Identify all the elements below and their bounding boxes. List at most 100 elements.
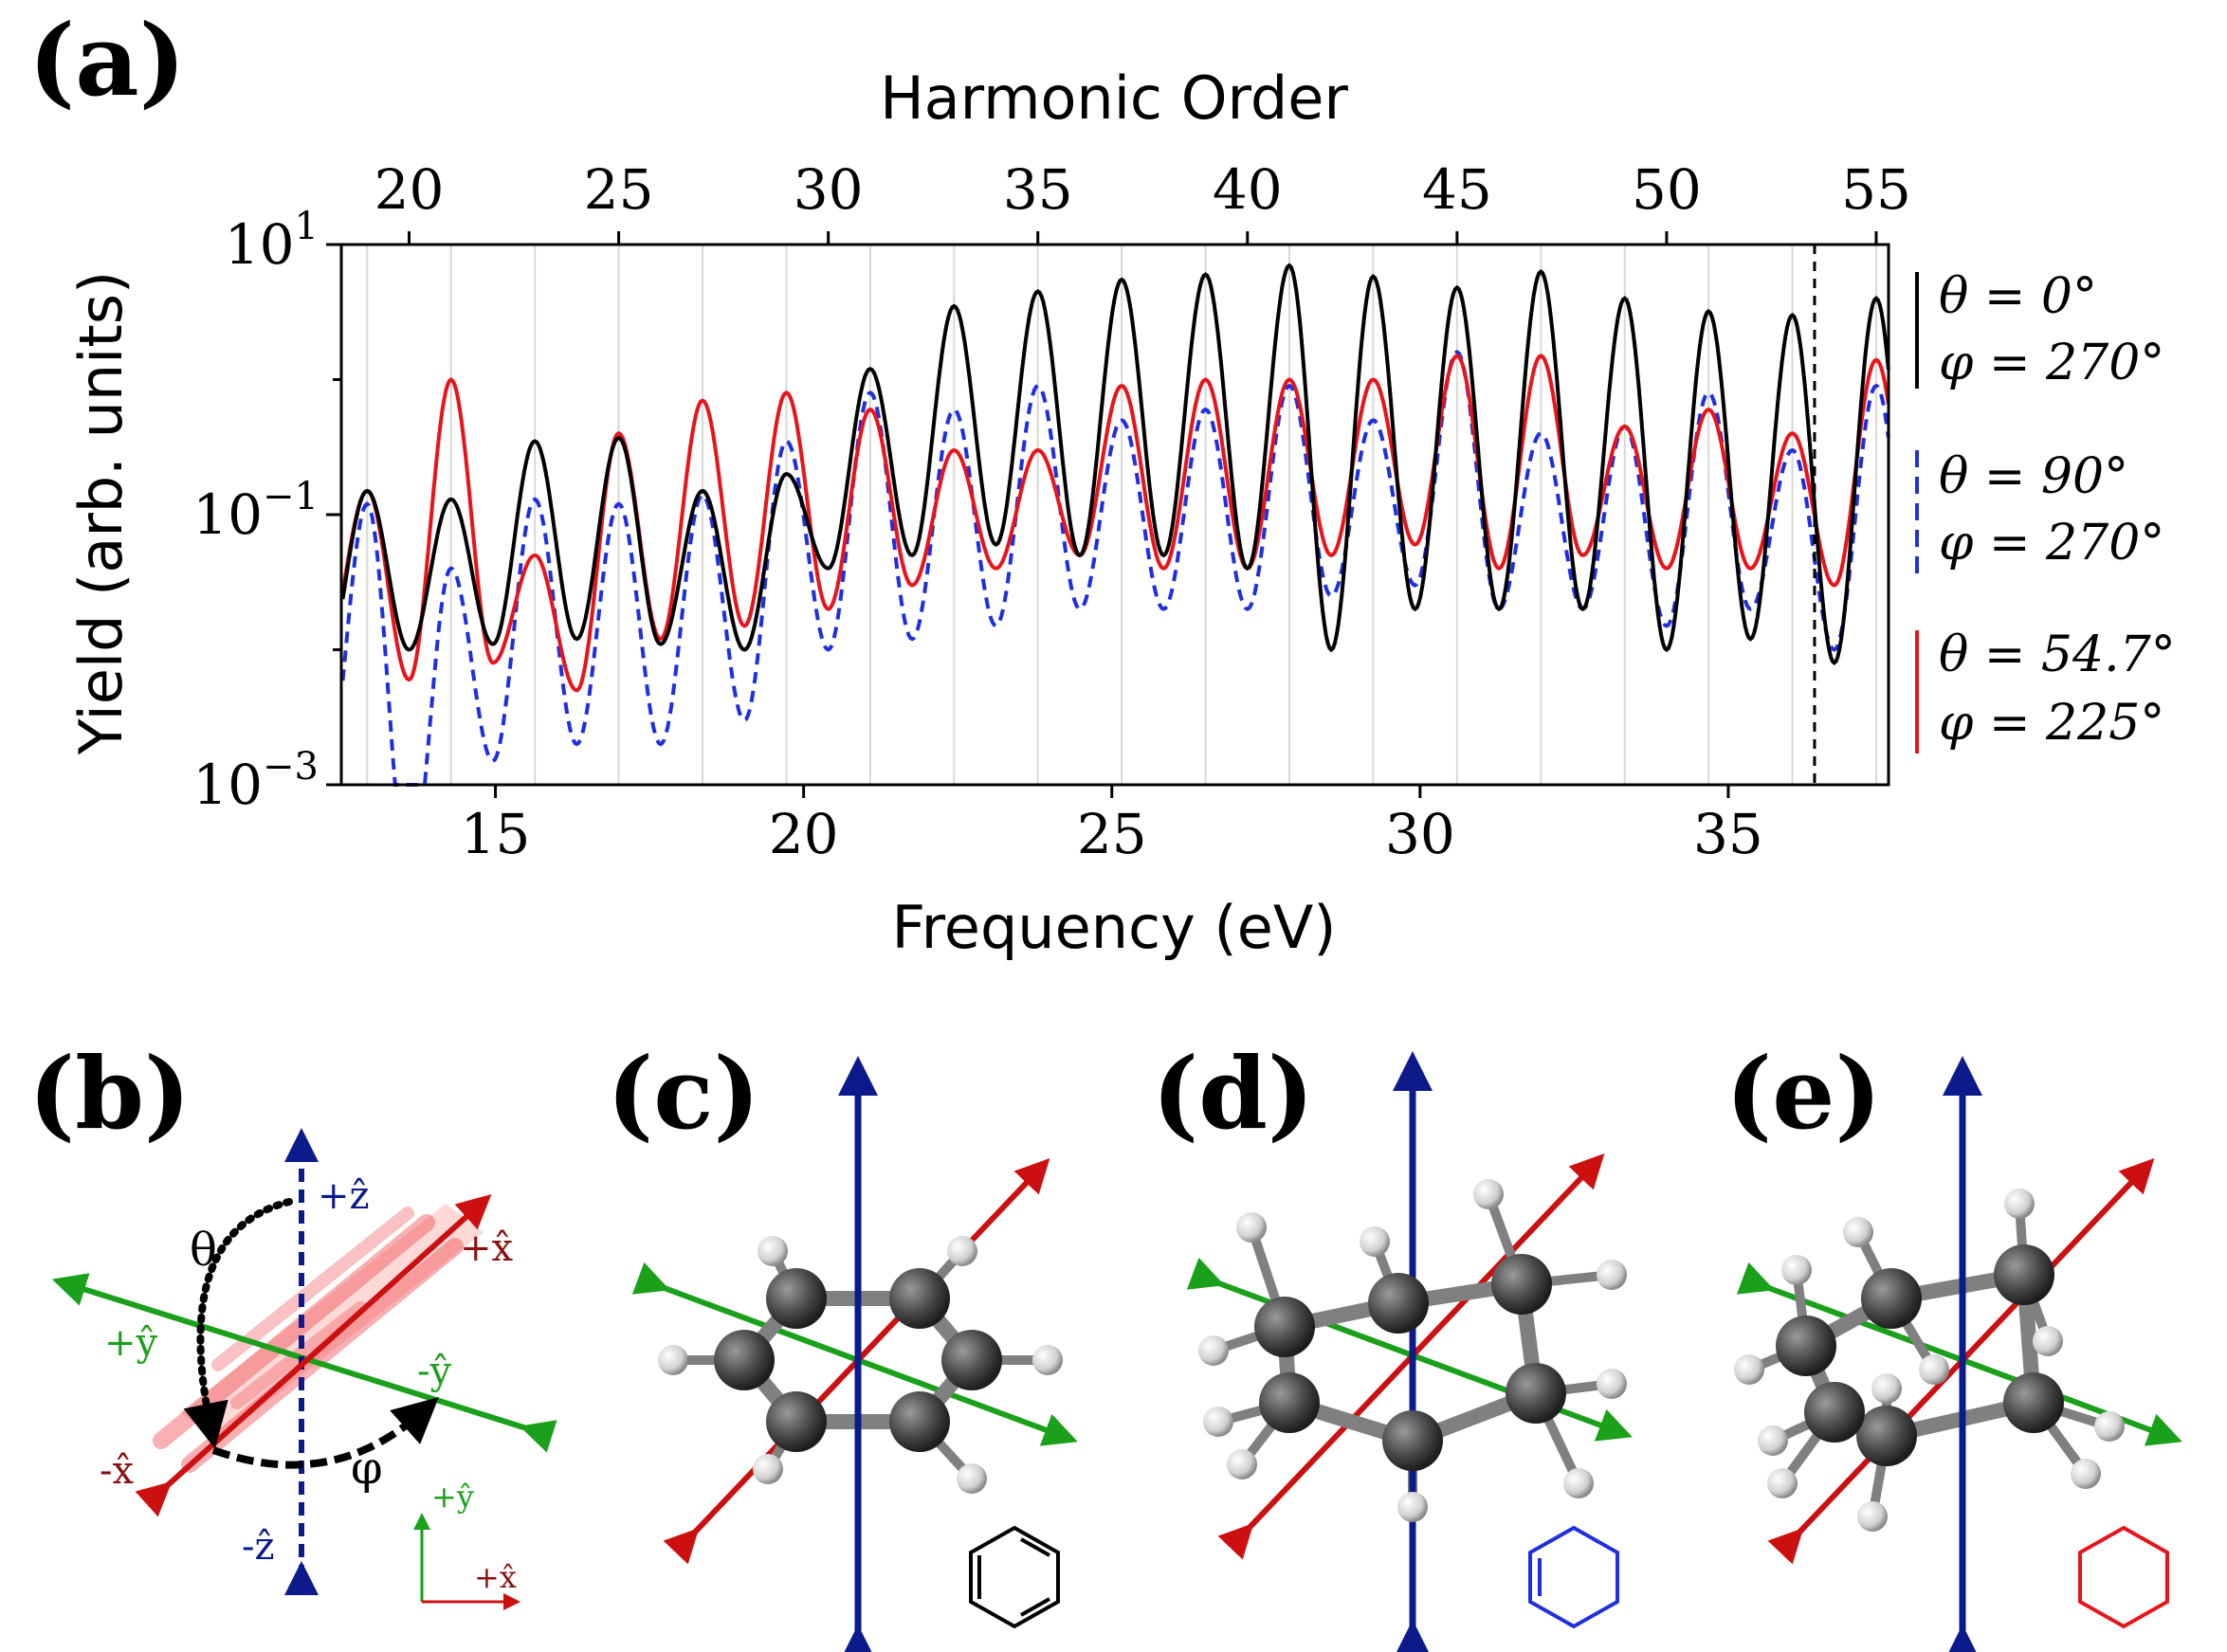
plus-y-label: +ŷ xyxy=(104,1321,158,1365)
carbon-atom xyxy=(2003,1372,2064,1433)
minus-z-label: -ẑ xyxy=(242,1525,275,1569)
harmonic-gridlines xyxy=(366,245,1877,785)
panel-label-e: (e) xyxy=(1725,1035,1882,1152)
y-tick-label: 10−3 xyxy=(192,745,319,817)
hydrogen-atom xyxy=(1857,1501,1888,1532)
hydrogen-atom xyxy=(1198,1335,1229,1366)
x-axis-title: Frequency (eV) xyxy=(892,893,1337,962)
hydrogen-atom xyxy=(2033,1326,2063,1356)
panel-label-b: (b) xyxy=(28,1035,191,1152)
legend-blue-phi: φ = 270° xyxy=(1939,515,2164,572)
hydrogen-atom xyxy=(1563,1468,1594,1498)
coordinate-diagram: θ φ +ẑ -ẑ +x̂ -x̂ +ŷ -ŷ +ŷ +x̂ xyxy=(51,1128,557,1610)
top-tick-label: 55 xyxy=(1841,157,1911,222)
hydrogen-atom xyxy=(1767,1468,1798,1498)
inset-x-label: +x̂ xyxy=(474,1559,517,1595)
cyclohexane-molecule-model xyxy=(1734,1056,2182,1652)
hydrogen-atom xyxy=(1871,1373,1902,1404)
top-axis: 20 25 30 35 40 45 50 55 xyxy=(374,157,1911,245)
benzene-skeletal-icon xyxy=(969,1525,1060,1629)
plus-z-label: +ẑ xyxy=(318,1174,370,1218)
benzene-molecule-model xyxy=(631,1056,1078,1652)
hydrogen-atom xyxy=(1203,1407,1233,1437)
x-tick-label: 15 xyxy=(461,802,531,866)
legend-black-theta: θ = 0° xyxy=(1939,268,2097,325)
carbon-atom xyxy=(1254,1297,1315,1357)
bottom-axis: 15 20 25 30 35 xyxy=(461,785,1763,866)
x-tick-label: 20 xyxy=(769,802,839,866)
cyclohexene-skeletal-icon xyxy=(1528,1525,1619,1629)
legend-red-phi: φ = 225° xyxy=(1939,695,2164,752)
series-red-line xyxy=(340,354,1890,693)
series-blue-line xyxy=(340,350,1890,787)
series-group xyxy=(340,263,1890,787)
hydrogen-atom xyxy=(1473,1179,1504,1209)
hydrogen-atom xyxy=(758,1236,788,1266)
x-tick-label: 25 xyxy=(1077,802,1147,866)
hydrogen-atom xyxy=(1227,1449,1257,1480)
hydrogen-atom xyxy=(1236,1212,1267,1243)
cyclohexene-molecule-model xyxy=(1186,1051,1633,1652)
carbon-atom xyxy=(1861,1268,1922,1329)
phi-label: φ xyxy=(351,1442,383,1495)
theta-label: θ xyxy=(190,1224,217,1277)
x-tick-label: 35 xyxy=(1693,802,1763,866)
phi-arc xyxy=(211,1397,439,1469)
hydrogen-atom xyxy=(1919,1354,1949,1385)
legend-red-theta: θ = 54.7° xyxy=(1939,626,2176,683)
carbon-atom xyxy=(1259,1372,1320,1433)
chart-a: 15 20 25 30 35 20 25 30 35 40 45 50 55 10110−110−3 … xyxy=(66,64,1911,962)
carbon-atom xyxy=(1506,1363,1566,1424)
carbon-atom xyxy=(1776,1316,1836,1376)
carbon-atom xyxy=(766,1391,827,1452)
y-axis-title: Yield (arb. units) xyxy=(66,271,136,755)
hydrogen-atom xyxy=(1734,1354,1764,1385)
top-tick-label: 50 xyxy=(1632,157,1702,222)
panel-label-d: (d) xyxy=(1152,1035,1314,1152)
hydrogen-atom xyxy=(2094,1411,2125,1442)
carbon-atom xyxy=(766,1268,827,1329)
x-tick-label: 30 xyxy=(1385,802,1455,866)
legend: θ = 0° φ = 270° θ = 90° φ = 270° θ = 54.… xyxy=(1915,268,2176,753)
carbon-atom xyxy=(889,1268,950,1329)
hydrogen-atom xyxy=(1397,1492,1428,1522)
hydrogen-atom xyxy=(2071,1459,2101,1489)
hydrogen-atom xyxy=(658,1345,688,1375)
carbon-atom xyxy=(889,1391,950,1452)
minus-y-label: -ŷ xyxy=(417,1350,452,1393)
hydrogen-atom xyxy=(1360,1226,1390,1257)
y-tick-label: 10−1 xyxy=(192,475,319,547)
carbon-atom xyxy=(1368,1273,1429,1334)
hydrogen-atom xyxy=(1758,1425,1788,1456)
legend-blue-theta: θ = 90° xyxy=(1939,448,2128,505)
hydrogen-atom xyxy=(1781,1255,1812,1285)
hydrogen-atom xyxy=(753,1454,783,1484)
carbon-atom xyxy=(1382,1410,1443,1471)
carbon-atom xyxy=(1491,1254,1552,1315)
carbon-atom xyxy=(1994,1244,2054,1305)
top-tick-label: 30 xyxy=(794,157,864,222)
carbon-atom xyxy=(1856,1406,1917,1466)
carbon-atom xyxy=(1804,1382,1865,1443)
minus-x-label: -x̂ xyxy=(100,1449,135,1493)
hydrogen-atom xyxy=(1032,1345,1063,1375)
cyclohexane-skeletal-icon xyxy=(2078,1525,2169,1629)
y-tick-label: 101 xyxy=(225,205,319,277)
plus-x-label: +x̂ xyxy=(460,1226,514,1270)
panel-label-c: (c) xyxy=(607,1035,760,1152)
hydrogen-atom xyxy=(1597,1369,1627,1399)
top-tick-label: 25 xyxy=(584,157,654,222)
hydrogen-atom xyxy=(957,1463,987,1494)
panel-label-a: (a) xyxy=(28,2,186,118)
left-axis: 101 10−1 10−3 xyxy=(192,205,341,817)
carbon-atom xyxy=(941,1330,1002,1390)
inset-y-label: +ŷ xyxy=(431,1479,474,1515)
top-tick-label: 20 xyxy=(374,157,445,222)
top-tick-label: 45 xyxy=(1422,157,1492,222)
hydrogen-atom xyxy=(2004,1189,2035,1219)
top-axis-title: Harmonic Order xyxy=(880,64,1348,133)
hydrogen-atom xyxy=(1843,1217,1873,1247)
top-tick-label: 40 xyxy=(1213,157,1283,222)
top-tick-label: 35 xyxy=(1003,157,1073,222)
